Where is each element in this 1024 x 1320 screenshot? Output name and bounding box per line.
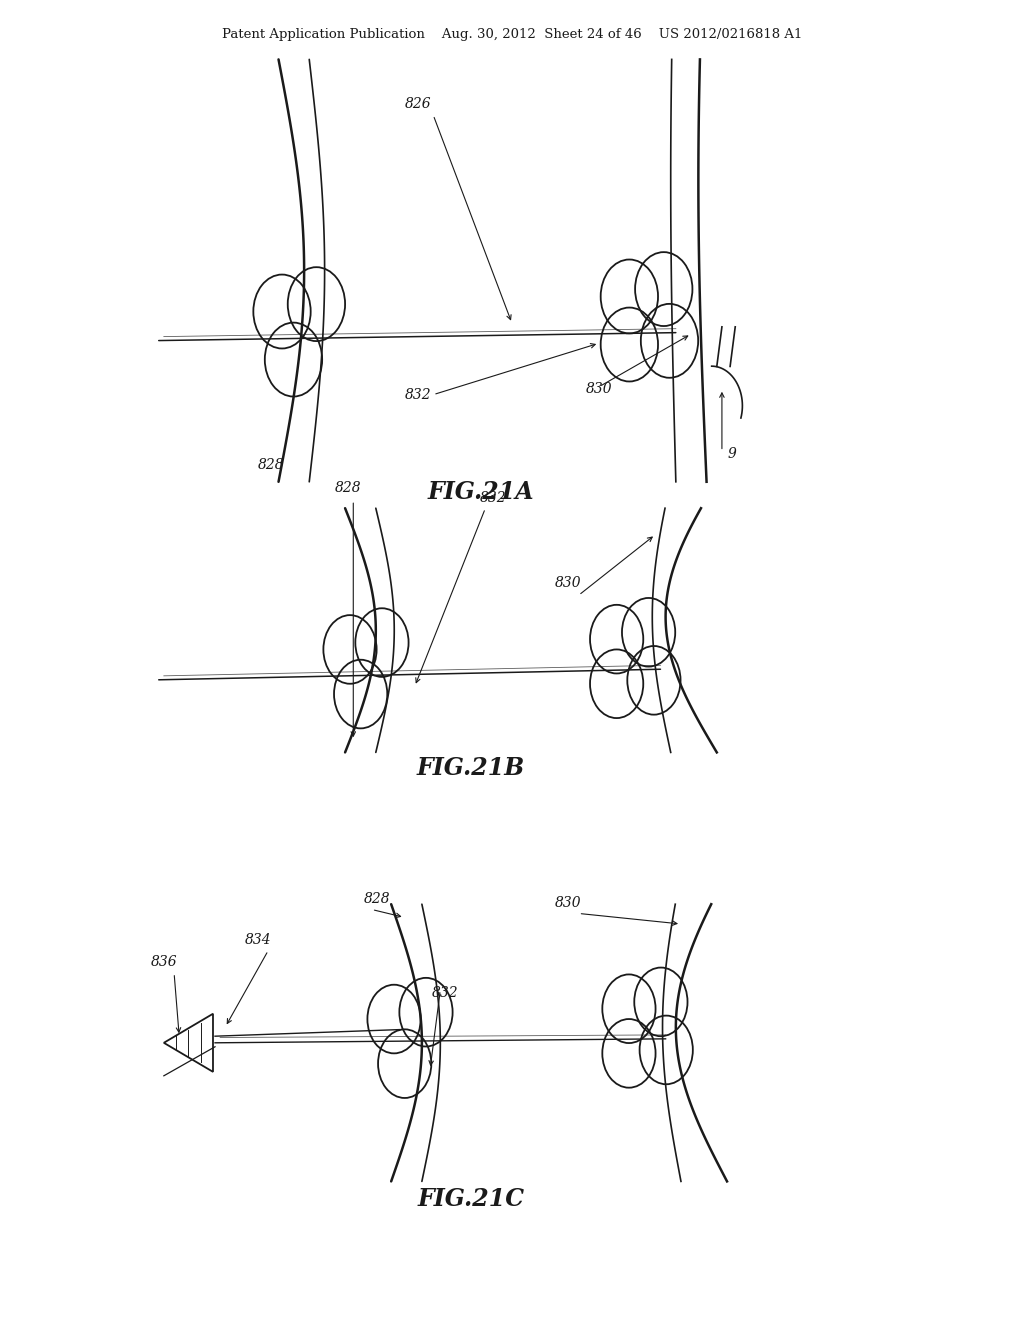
Text: 828: 828 bbox=[258, 458, 285, 471]
Text: 828: 828 bbox=[364, 892, 390, 906]
Text: FIG.21B: FIG.21B bbox=[417, 756, 525, 780]
Text: 832: 832 bbox=[432, 986, 459, 999]
Text: 836: 836 bbox=[151, 956, 177, 969]
Text: 830: 830 bbox=[586, 383, 612, 396]
Text: 828: 828 bbox=[335, 482, 361, 495]
Text: 826: 826 bbox=[404, 98, 431, 111]
Text: 830: 830 bbox=[555, 896, 582, 909]
Text: 9: 9 bbox=[728, 447, 736, 461]
Text: 832: 832 bbox=[480, 491, 507, 504]
Text: Patent Application Publication    Aug. 30, 2012  Sheet 24 of 46    US 2012/02168: Patent Application Publication Aug. 30, … bbox=[222, 28, 802, 41]
Text: FIG.21C: FIG.21C bbox=[418, 1187, 524, 1210]
Text: 832: 832 bbox=[404, 388, 431, 401]
Text: 834: 834 bbox=[245, 933, 271, 946]
Text: 830: 830 bbox=[555, 577, 582, 590]
Text: FIG.21A: FIG.21A bbox=[428, 480, 535, 504]
